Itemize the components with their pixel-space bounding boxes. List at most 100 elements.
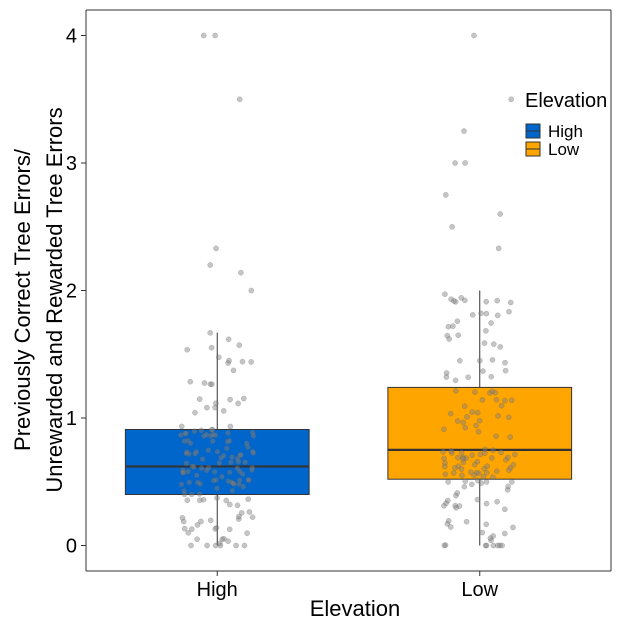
jitter-point: [245, 476, 252, 483]
jitter-point: [185, 529, 192, 536]
jitter-point: [472, 389, 478, 395]
jitter-point: [219, 473, 225, 480]
legend-label-low: Low: [548, 140, 580, 159]
y-axis-title-line-2: Unrewarded and Rewarded Tree Errors: [42, 107, 67, 492]
jitter-point: [497, 211, 504, 217]
jitter-point: [181, 438, 188, 445]
x-axis-title: Elevation: [310, 596, 401, 620]
jitter-point: [218, 454, 224, 461]
jitter-point: [193, 448, 200, 455]
legend-label-high: High: [548, 122, 583, 141]
jitter-point: [505, 414, 512, 421]
jitter-point: [443, 500, 449, 507]
jitter-point: [236, 477, 243, 484]
jitter-point: [249, 514, 256, 521]
jitter-point: [205, 447, 212, 453]
jitter-point: [454, 490, 461, 496]
jitter-point: [473, 422, 479, 429]
jitter-point: [480, 473, 487, 480]
jitter-point: [462, 424, 469, 431]
jitter-point: [488, 373, 495, 380]
jitter-point: [237, 452, 243, 459]
jitter-point: [506, 308, 512, 315]
jitter-point: [181, 491, 188, 498]
jitter-point: [200, 32, 207, 39]
jitter-point: [239, 471, 246, 477]
jitter-point: [455, 332, 462, 339]
jitter-point: [508, 479, 515, 485]
jitter-point: [495, 245, 502, 252]
jitter-point: [230, 367, 237, 374]
jitter-point: [507, 434, 514, 440]
jitter-point: [460, 455, 466, 462]
jitter-point: [458, 466, 465, 472]
jitter-point: [504, 486, 511, 493]
jitter-point: [216, 460, 223, 466]
jitter-point: [243, 440, 250, 447]
jitter-point: [442, 291, 448, 298]
jitter-point: [183, 460, 190, 467]
jitter-point: [199, 456, 206, 462]
jitter-point: [226, 437, 233, 444]
y-tick-label: 2: [66, 281, 77, 303]
jitter-point: [213, 476, 219, 483]
jitter-point: [234, 465, 241, 472]
jitter-point: [228, 479, 235, 486]
jitter-point: [229, 487, 236, 494]
jitter-point: [463, 455, 470, 461]
jitter-point: [225, 478, 232, 484]
jitter-point: [244, 530, 250, 536]
jitter-point: [482, 446, 488, 453]
jitter-point: [469, 452, 476, 458]
jitter-point: [227, 396, 233, 403]
y-tick-label: 4: [66, 26, 77, 48]
jitter-point: [217, 542, 224, 549]
jitter-point: [249, 448, 256, 455]
jitter-point: [198, 518, 204, 525]
jitter-point: [465, 374, 472, 381]
jitter-point: [187, 440, 194, 447]
jitter-point: [226, 526, 233, 533]
jitter-point: [455, 463, 462, 470]
jitter-point: [462, 297, 468, 304]
jitter-point: [185, 468, 192, 475]
jitter-point: [198, 427, 205, 434]
jitter-point: [461, 128, 467, 134]
jitter-point: [498, 449, 504, 456]
jitter-point: [248, 287, 255, 294]
jitter-point: [490, 533, 497, 539]
jitter-point: [492, 389, 499, 396]
jitter-point: [496, 542, 503, 549]
jitter-point: [207, 329, 214, 336]
jitter-point: [236, 513, 242, 520]
jitter-point: [498, 402, 505, 409]
jitter-point: [181, 487, 187, 494]
jitter-point: [194, 536, 200, 543]
jitter-point: [451, 298, 457, 304]
jitter-point: [183, 450, 190, 457]
jitter-point: [441, 502, 447, 509]
jitter-point: [481, 340, 488, 346]
jitter-point: [474, 409, 481, 416]
jitter-point: [223, 445, 230, 452]
jitter-point: [235, 516, 242, 522]
jitter-point: [225, 360, 231, 366]
jitter-point: [494, 498, 500, 505]
jitter-point: [203, 467, 210, 474]
jitter-point: [453, 504, 460, 511]
jitter-point: [230, 481, 237, 487]
jitter-point: [236, 342, 243, 348]
jitter-point: [452, 298, 459, 305]
jitter-point: [249, 429, 256, 436]
jitter-point: [225, 336, 232, 343]
jitter-point: [490, 542, 497, 549]
jitter-point: [196, 491, 203, 497]
jitter-point: [194, 522, 201, 528]
jitter-point: [220, 452, 227, 459]
jitter-point: [444, 497, 451, 504]
x-tick-label: Low: [461, 579, 498, 601]
jitter-point: [180, 518, 187, 525]
jitter-point: [207, 381, 214, 388]
jitter-point: [212, 432, 219, 438]
jitter-point: [449, 450, 455, 456]
